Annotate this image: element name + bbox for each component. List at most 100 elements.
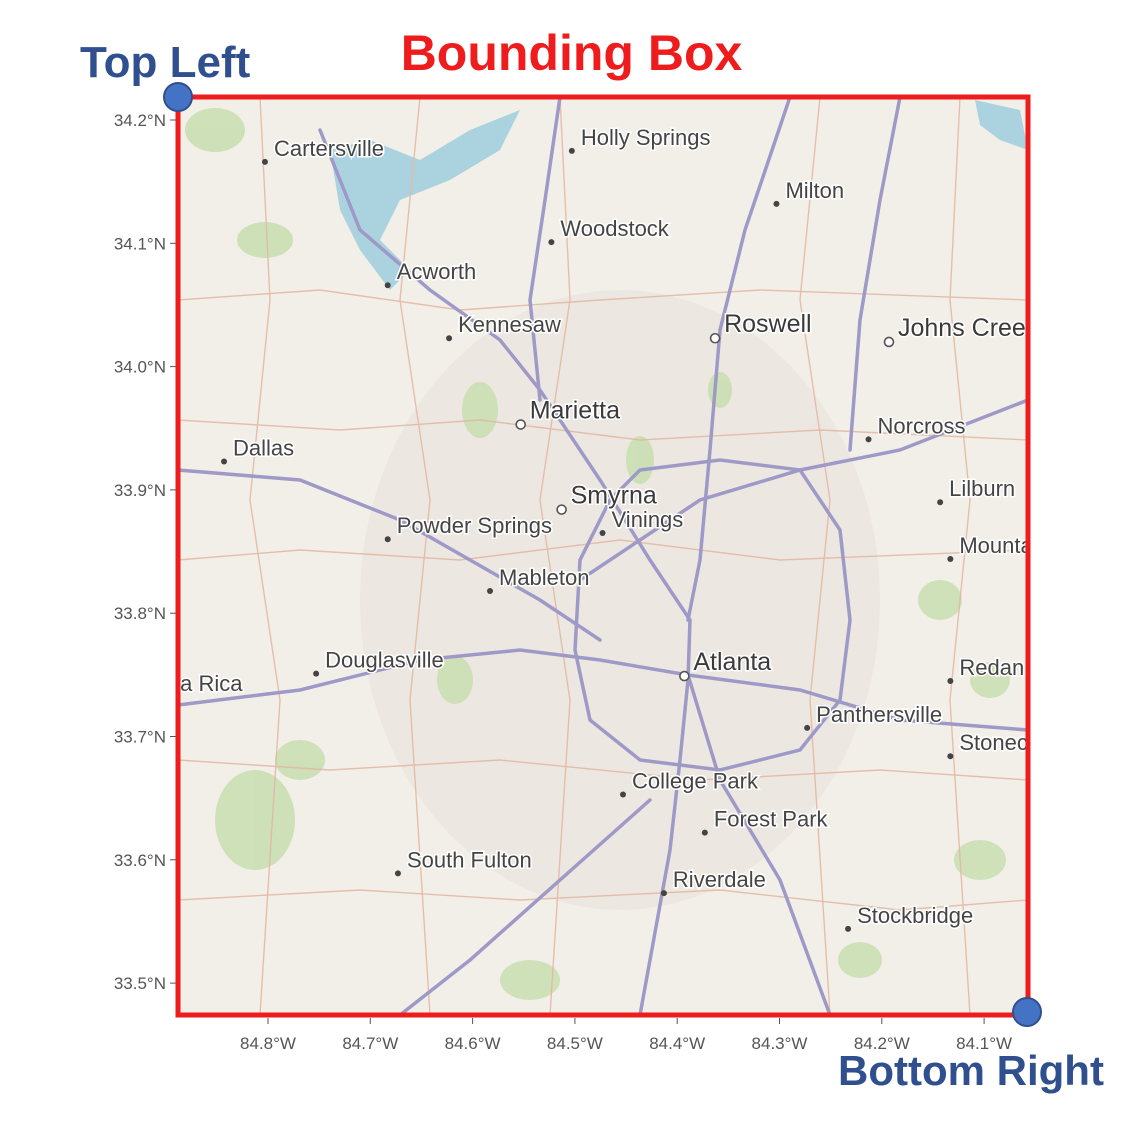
place-marker: Cartersville [261,134,385,165]
longitude-tick-label: 84.4°W [649,1034,705,1053]
top-left-corner-marker [163,82,193,112]
place-dot [679,670,690,682]
basemap-tiles [178,97,1028,1015]
place-labels-layer: Cartersville Holly Springs Milton Woodstock… [139,123,1102,932]
place-dot [620,791,627,798]
place-dot [845,925,852,932]
place-label: Roswell [724,310,812,338]
place-label: Lilburn [949,476,1015,501]
place-marker: Holly Springs [568,123,712,154]
place-dot [947,753,954,760]
place-marker: Villa Rica [139,670,245,700]
figure-title: Bounding Box [400,25,743,81]
bottom-right-corner-marker [1012,997,1042,1027]
place-marker: Douglasville [313,646,445,677]
place-label: Smyrna [571,482,657,510]
latitude-tick-label: 33.7°N [114,728,166,747]
place-label: Marietta [530,397,620,425]
place-dot [139,694,145,700]
place-marker: Vinings [599,506,685,537]
place-label: Milton [785,178,844,203]
place-dot [947,678,954,685]
place-dot [446,335,453,342]
place-marker: Redan [947,654,1026,685]
place-marker: Kennesaw [446,311,562,342]
latitude-tick-label: 34.0°N [114,358,166,377]
place-label: Redan [959,655,1024,680]
latitude-tick-label: 33.9°N [114,481,166,500]
place-marker: Riverdale [660,866,767,897]
place-marker: Stockbridge [845,901,975,932]
place-label: Powder Springs [397,513,552,538]
bottom-right-label: Bottom Right [838,1047,1104,1094]
place-label: Woodstock [560,216,669,241]
place-label: Panthersville [816,702,942,727]
place-marker: College Park [620,767,760,798]
longitude-tick-label: 84.8°W [240,1034,296,1053]
place-marker: Mableton [487,564,591,595]
place-marker: Norcross [865,412,967,443]
place-dot [556,504,567,515]
place-label: Johns Creek [898,314,1039,342]
place-dot [701,829,708,836]
place-dot [883,336,895,348]
place-marker: Mountain Park [947,531,1102,562]
latitude-tick-label: 33.5°N [114,974,166,993]
place-label: Douglasville [325,648,444,673]
place-marker: Atlanta [679,647,773,682]
place-dot [487,588,494,595]
latitude-tick-label: 34.2°N [114,111,166,130]
place-marker: Panthersville [804,700,944,731]
place-label: Villa Rica [151,671,243,696]
place-label: Riverdale [673,867,766,892]
bounding-box-rectangle [175,94,1031,1018]
place-marker: Forest Park [701,805,830,836]
place-dot [548,239,555,246]
place-dot [568,147,575,154]
place-marker: Roswell [709,309,813,344]
latitude-tick-label: 33.8°N [114,604,166,623]
place-marker: Powder Springs [384,512,554,543]
place-dot [261,158,268,165]
place-label: Cartersville [274,136,384,161]
place-dot [599,530,606,537]
place-label: Dallas [233,436,294,461]
place-label: Atlanta [693,648,771,676]
longitude-tick-label: 84.1°W [956,1034,1012,1053]
place-marker: Acworth [384,258,478,289]
place-dot [804,724,811,731]
place-marker: South Fulton [394,846,533,877]
top-left-label: Top Left [80,38,251,87]
longitude-tick-label: 84.5°W [547,1034,603,1053]
place-dot [221,458,228,465]
longitude-tick-label: 84.7°W [342,1034,398,1053]
latitude-tick-label: 34.1°N [114,234,166,253]
place-marker: Marietta [515,395,622,430]
place-label: Norcross [878,413,966,438]
place-label: Mountain Park [959,533,1102,558]
place-dot [384,536,391,543]
place-label: Mableton [499,565,590,590]
place-dot [313,670,320,677]
place-marker: Woodstock [548,215,671,246]
place-label: Kennesaw [458,312,561,337]
place-dot [515,419,527,430]
place-label: Acworth [397,259,476,284]
longitude-axis: 84.8°W 84.7°W 84.6°W 84.5°W 84.4°W 84.3°W 84.2… [240,1018,1012,1053]
latitude-tick-label: 33.6°N [114,851,166,870]
place-marker: Johns Creek [883,312,1039,348]
place-dot [709,332,721,344]
place-label: South Fulton [407,847,532,872]
place-marker: Smyrna [556,480,658,515]
place-marker: Dallas [221,434,296,465]
place-label: Stonecrest [959,730,1064,755]
place-dot [773,200,780,207]
place-dot [947,555,954,562]
place-dot [937,499,944,506]
place-label: Stockbridge [857,903,973,928]
place-label: College Park [632,768,759,793]
place-marker: Milton [773,176,846,207]
longitude-tick-label: 84.3°W [752,1034,808,1053]
